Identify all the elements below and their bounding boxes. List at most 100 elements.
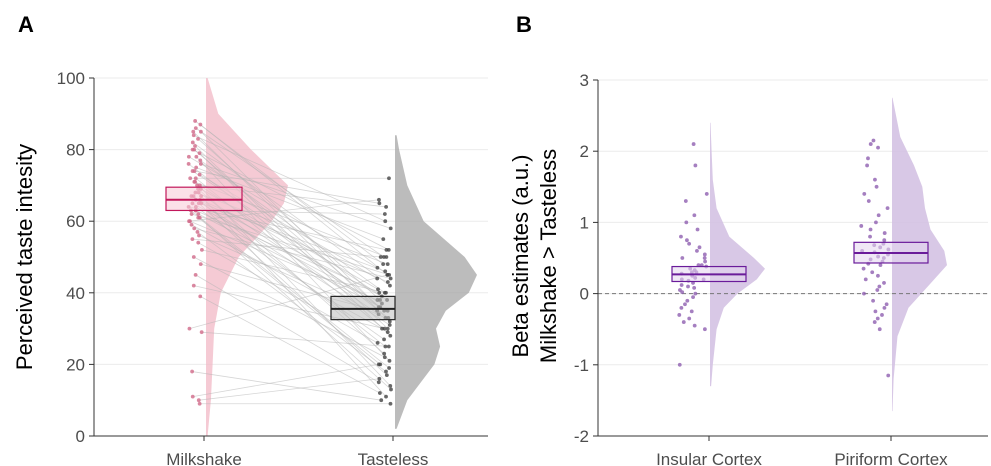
point-milkshake-43 [190,237,195,242]
point-milkshake-13 [186,162,191,166]
point-insular-cortex-11 [695,248,699,253]
point-insular-cortex-37 [685,298,690,303]
x-tick-label-0: Insular Cortex [656,450,762,466]
x-tick-label-1: Piriform Cortex [834,450,948,466]
y-tick-label-2: 0 [580,285,589,304]
point-tasteless-33 [382,212,387,216]
point-insular-cortex-44 [692,323,697,328]
point-insular-cortex-0 [691,142,696,146]
point-milkshake-48 [193,273,198,277]
pair-line-61 [197,188,385,354]
point-tasteless-65 [389,387,393,392]
point-milkshake-49 [191,283,196,288]
point-tasteless-28 [383,269,388,274]
point-tasteless-45 [384,290,388,295]
point-insular-cortex-6 [695,227,700,232]
pair-line-14 [195,167,384,240]
point-insular-cortex-9 [687,241,692,246]
point-tasteless-49 [382,326,387,331]
point-insular-cortex-14 [702,256,707,260]
point-tasteless-66 [387,319,392,324]
point-milkshake-3 [199,129,203,134]
density-tasteless [395,135,477,429]
pair-line-51 [189,274,388,329]
point-tasteless-23 [385,262,390,267]
pair-line-29 [192,202,383,304]
pair-line-0 [194,120,384,265]
panel-a: A 0 20 40 60 80 100 Milkshake Tasteless Percei… [12,12,488,466]
point-tasteless-53 [379,398,384,403]
pair-line-26 [199,199,389,283]
point-insular-cortex-4 [692,213,697,218]
point-piriform-cortex-6 [874,184,879,189]
point-tasteless-32 [377,290,382,295]
point-tasteless-58 [377,201,382,206]
pair-line-30 [188,206,387,251]
y-tick-label-5: 3 [580,71,589,90]
point-insular-cortex-1 [693,163,698,168]
point-milkshake-53 [190,369,195,374]
density-insular-cortex [710,122,765,387]
point-tasteless-64 [387,366,391,370]
point-piriform-cortex-34 [882,281,886,285]
point-milkshake-39 [189,222,194,227]
point-piriform-cortex-14 [882,231,887,235]
panel-b-y-ticks: -2 -1 0 1 2 3 [574,71,598,446]
point-insular-cortex-41 [677,313,682,317]
pair-line-34 [198,213,388,312]
point-milkshake-1 [198,122,203,127]
pair-line-2 [195,127,385,258]
point-piriform-cortex-39 [884,302,889,307]
panel-a-boxes [165,186,396,321]
point-milkshake-56 [197,401,202,406]
panel-a-densities [206,78,477,436]
point-milkshake-2 [193,126,198,131]
pair-line-62 [200,195,387,397]
point-tasteless-30 [384,247,389,252]
panel-a-y-axis-label: Perceived taste intesity [12,144,37,370]
point-tasteless-52 [386,344,391,349]
point-piriform-cortex-11 [874,220,878,225]
point-insular-cortex-40 [689,309,694,314]
point-piriform-cortex-37 [862,291,866,296]
point-insular-cortex-46 [677,362,682,367]
point-insular-cortex-45 [702,327,707,332]
point-tasteless-10 [388,333,393,338]
point-piriform-cortex-4 [865,163,869,168]
point-piriform-cortex-38 [871,298,875,303]
point-milkshake-45 [200,247,204,252]
point-tasteless-18 [384,255,389,259]
point-milkshake-6 [190,140,195,145]
point-piriform-cortex-7 [862,192,867,196]
point-tasteless-57 [388,226,393,231]
point-milkshake-58 [192,169,197,173]
point-milkshake-67 [194,154,199,159]
point-piriform-cortex-0 [871,138,876,143]
point-tasteless-16 [375,276,380,281]
point-tasteless-55 [377,376,382,381]
point-milkshake-34 [196,212,201,216]
pair-line-50 [200,296,381,394]
point-tasteless-40 [388,276,393,281]
pair-line-55 [198,378,380,401]
point-milkshake-38 [187,219,191,224]
point-insular-cortex-30 [679,283,684,287]
pair-line-45 [201,249,387,294]
y-tick-label-5: 100 [57,69,85,88]
pair-line-32 [195,210,380,294]
point-tasteless-14 [381,237,386,242]
point-tasteless-46 [382,355,387,360]
point-milkshake-47 [198,262,203,267]
x-tick-label-1: Tasteless [358,450,429,466]
point-insular-cortex-38 [683,302,687,307]
point-insular-cortex-8 [685,238,689,243]
y-tick-label-4: 80 [66,141,85,160]
point-tasteless-21 [376,287,380,292]
pair-line-22 [198,192,379,315]
y-tick-label-3: 60 [66,212,85,231]
pair-line-52 [201,331,389,347]
point-tasteless-38 [377,197,381,202]
point-milkshake-66 [191,129,196,134]
pair-line-66 [192,131,391,322]
point-piriform-cortex-29 [878,263,883,268]
